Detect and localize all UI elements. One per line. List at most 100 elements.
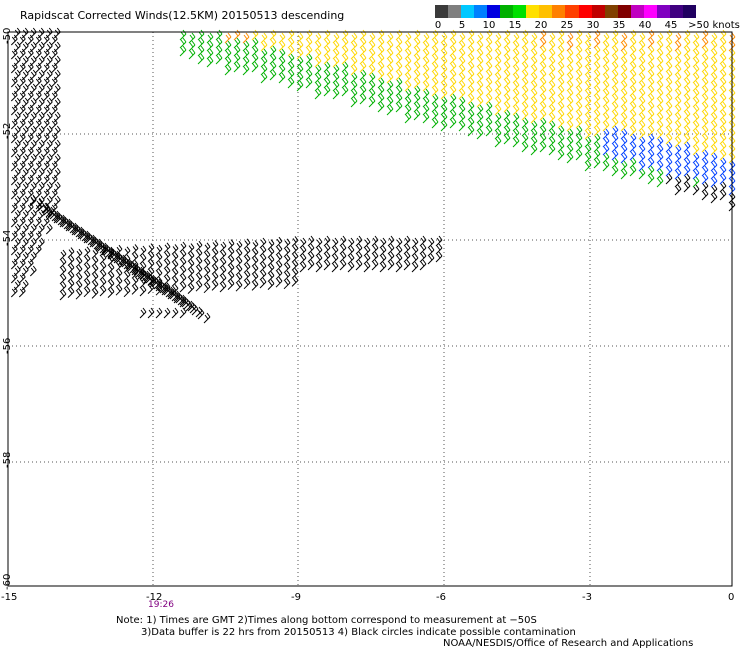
- wind-barb: [611, 77, 619, 89]
- wind-barb: [123, 286, 131, 298]
- wind-barb: [638, 168, 646, 180]
- y-tick-label: -52: [2, 122, 13, 139]
- wind-barb: [692, 128, 700, 140]
- wind-barb: [575, 45, 583, 57]
- wind-barb: [278, 32, 286, 44]
- wind-barb: [296, 80, 304, 92]
- wind-barb: [50, 132, 58, 144]
- wind-barb: [386, 32, 394, 44]
- wind-barb: [371, 251, 379, 263]
- wind-barb: [719, 117, 727, 129]
- y-tick-label: -60: [2, 573, 13, 590]
- wind-barb: [188, 32, 196, 44]
- wind-barb: [710, 64, 718, 76]
- wind-barb: [139, 245, 147, 257]
- wind-barb: [147, 307, 155, 319]
- wind-barb: [29, 194, 37, 206]
- wind-barb: [211, 280, 219, 291]
- wind-barb: [485, 53, 493, 65]
- wind-barb: [404, 32, 412, 44]
- wind-barb: [123, 278, 131, 290]
- wind-barb: [260, 32, 268, 44]
- wind-barb: [467, 109, 475, 121]
- wind-barb: [656, 128, 664, 140]
- wind-barb: [674, 40, 682, 52]
- wind-barb: [267, 271, 275, 282]
- wind-barb: [224, 64, 232, 76]
- wind-barb: [386, 104, 394, 116]
- wind-barb: [530, 128, 538, 140]
- wind-barb: [131, 284, 139, 295]
- wind-barb: [413, 109, 421, 121]
- wind-barb: [173, 290, 181, 302]
- wind-barb: [332, 88, 340, 100]
- wind-barb: [179, 241, 187, 253]
- wind-barb: [593, 109, 601, 121]
- wind-barb: [368, 88, 376, 100]
- wind-barb: [575, 117, 583, 129]
- wind-barb: [155, 284, 163, 296]
- wind-barb: [323, 251, 331, 263]
- wind-barb: [347, 245, 355, 257]
- wind-barb: [67, 271, 75, 282]
- wind-barb: [467, 37, 475, 49]
- wind-barb: [701, 109, 709, 121]
- wind-barb: [611, 117, 619, 129]
- wind-barb: [115, 252, 123, 264]
- wind-barb: [75, 272, 83, 284]
- wind-barb: [386, 56, 394, 68]
- wind-barb: [350, 80, 358, 92]
- wind-barb: [620, 120, 628, 132]
- wind-barb: [701, 101, 709, 113]
- x-tick-label: 0: [728, 592, 735, 603]
- wind-barb: [665, 61, 673, 73]
- wind-barb: [45, 223, 53, 235]
- wind-barb: [91, 288, 99, 299]
- wind-barb: [91, 256, 99, 267]
- wind-barb: [593, 53, 601, 65]
- legend-swatch: [539, 5, 553, 18]
- wind-barb: [139, 277, 147, 289]
- wind-barb: [359, 93, 367, 105]
- wind-barb: [147, 267, 155, 278]
- lat-lon-grid: [8, 32, 732, 586]
- wind-barb: [548, 48, 556, 60]
- wind-barb: [476, 48, 484, 60]
- wind-barb: [107, 287, 115, 298]
- wind-barb: [611, 157, 619, 169]
- wind-barb: [548, 112, 556, 124]
- wind-barb: [331, 261, 339, 273]
- wind-barb: [299, 253, 307, 265]
- wind-barb: [18, 132, 26, 144]
- wind-barb: [494, 136, 502, 148]
- wind-barb: [683, 61, 691, 73]
- wind-barb: [530, 48, 538, 60]
- wind-barb: [243, 238, 251, 250]
- wind-barb: [404, 56, 412, 68]
- wind-barb: [701, 69, 709, 81]
- wind-barb: [440, 64, 448, 76]
- wind-barb: [278, 72, 286, 84]
- wind-barb: [539, 109, 547, 121]
- wind-barb: [449, 101, 457, 113]
- wind-barb: [323, 235, 331, 247]
- legend-swatch: [656, 5, 670, 18]
- wind-barb: [467, 117, 475, 129]
- wind-barb: [34, 90, 42, 102]
- wind-barb: [422, 48, 430, 60]
- wind-barb: [575, 37, 583, 49]
- wind-barb: [314, 64, 322, 76]
- wind-barb: [10, 286, 18, 298]
- wind-barb: [386, 80, 394, 92]
- wind-barb: [224, 48, 232, 60]
- wind-barb: [283, 262, 291, 274]
- x-tick-label: -15: [1, 592, 18, 603]
- wind-barb: [283, 278, 291, 290]
- wind-barb: [411, 245, 419, 257]
- wind-barb: [287, 61, 295, 73]
- wind-barb: [139, 261, 147, 273]
- wind-barb: [539, 77, 547, 89]
- wind-barb: [611, 69, 619, 81]
- wind-barb: [638, 112, 646, 124]
- wind-barb: [512, 56, 520, 68]
